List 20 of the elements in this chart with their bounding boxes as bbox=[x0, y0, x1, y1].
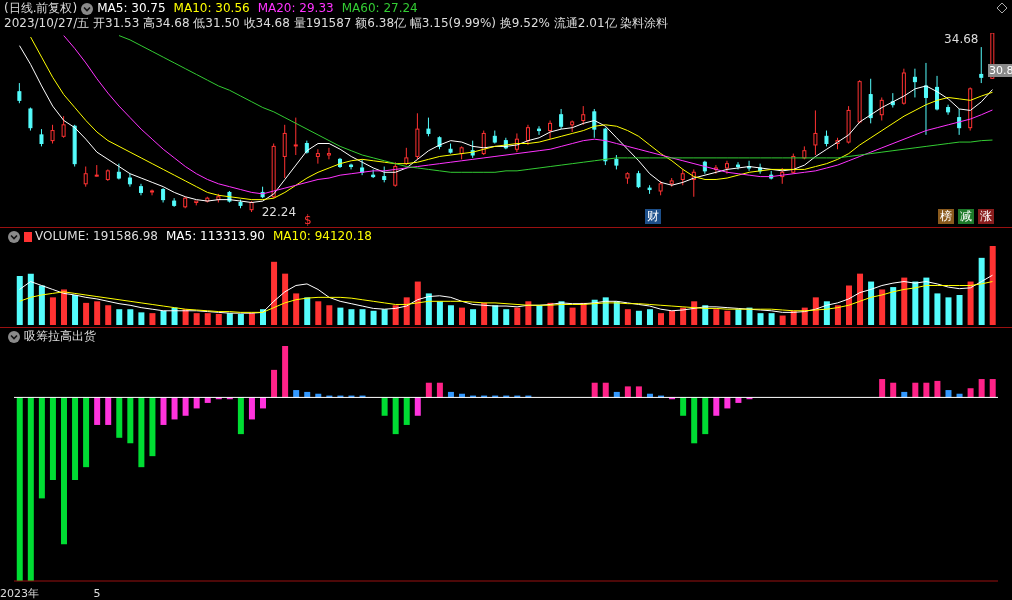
text: MA20: 29.33 bbox=[257, 1, 334, 15]
text: MA10: 30.56 bbox=[173, 1, 250, 15]
annotation: 榜 bbox=[938, 209, 954, 224]
text: MA60: 27.24 bbox=[341, 1, 418, 15]
annotation: 30.8 bbox=[988, 64, 1012, 77]
chart-title: (日线.前复权) bbox=[4, 1, 78, 15]
annotation: 涨 bbox=[978, 209, 994, 224]
x-tick-label: 2023年 bbox=[0, 586, 40, 600]
text: MA10: 94120.18 bbox=[272, 229, 372, 243]
annotation: 22.24 bbox=[261, 205, 297, 219]
chart-title: 吸筹拉高出货 bbox=[24, 329, 96, 343]
text: 2023/10/27/五 开31.53 高34.68 低31.50 收34.68 量191587 额6.38亿 幅3.15(9.99%) 换9.52% 流通2.01亿 染料涂料 bbox=[4, 16, 669, 31]
x-tick-label: 5 bbox=[93, 586, 101, 600]
annotation: 减 bbox=[958, 209, 974, 224]
text: $ bbox=[303, 213, 313, 228]
legend-label: VOLUME: 191586.98 bbox=[34, 229, 158, 243]
text: MA5: 113313.90 bbox=[166, 229, 265, 243]
annotation: 财 bbox=[645, 209, 661, 224]
text: MA5: 30.75 bbox=[97, 1, 166, 15]
annotation: 34.68 bbox=[944, 32, 979, 46]
